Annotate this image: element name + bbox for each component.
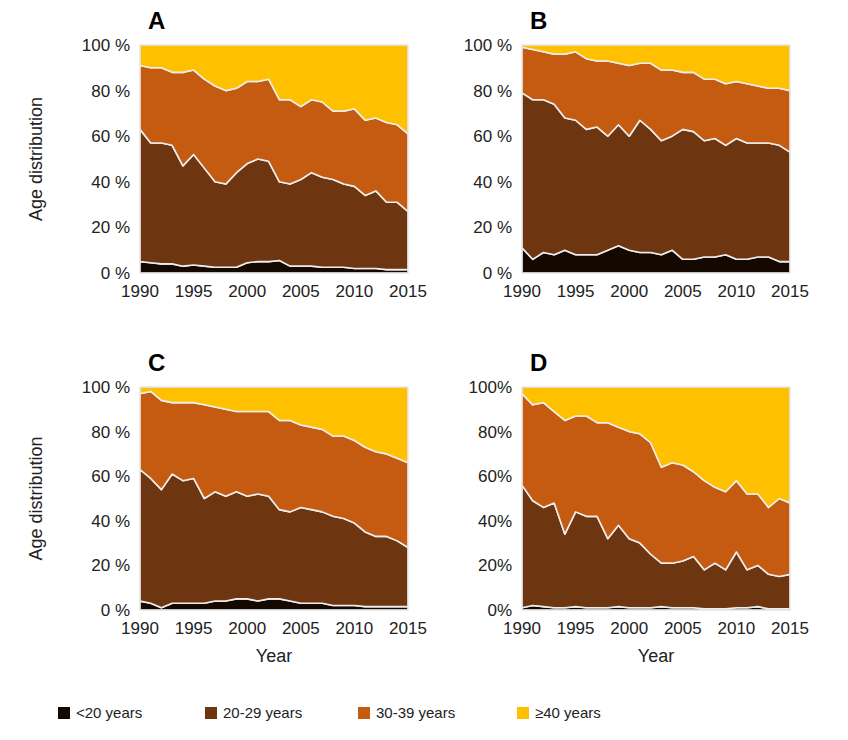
area (522, 387, 790, 507)
plot-area (522, 45, 790, 273)
plot-frame (140, 45, 408, 273)
x-tick-label: 1995 (175, 619, 213, 638)
panel-title: C (148, 349, 165, 376)
legend: <20 years 20-29 years 30-39 years ≥40 years (58, 704, 601, 721)
y-tick-label: 80 % (473, 82, 512, 101)
y-tick-label: 20% (478, 556, 512, 575)
panel: 0% 20% 40% 60% 80% 100% 1990 1995 2000 2005 2010 20… (469, 349, 809, 666)
y-tick-label: 80 % (91, 423, 130, 442)
x-tick-label: 1995 (175, 282, 213, 301)
x-tick-label: 2015 (389, 282, 427, 301)
y-tick-label: 20 % (91, 218, 130, 237)
x-tick-label: 1990 (121, 282, 159, 301)
y-tick-label: 100 % (464, 36, 512, 55)
panel: 0 % 20 % 40 % 60 % 80 % 100 % 1990 1995 2000 2005… (464, 7, 809, 301)
area (140, 45, 408, 134)
plot-area (140, 45, 408, 273)
y-tick-label: 40 % (473, 173, 512, 192)
x-tick-label: 2010 (335, 282, 373, 301)
area (522, 45, 790, 91)
y-tick-label: 100 % (82, 36, 130, 55)
y-axis-label: Age distribution (26, 436, 46, 560)
legend-swatch (58, 707, 70, 719)
x-tick-label: 1995 (557, 619, 595, 638)
plot-area (140, 387, 408, 610)
y-tick-label: 100 % (82, 378, 130, 397)
y-tick-label: 0 % (483, 264, 512, 283)
y-tick-label: 20 % (473, 218, 512, 237)
x-tick-label: 1995 (557, 282, 595, 301)
x-tick-label: 2015 (771, 282, 809, 301)
y-tick-label: 40 % (91, 173, 130, 192)
legend-label: <20 years (76, 704, 142, 721)
x-tick-label: 1990 (503, 619, 541, 638)
y-tick-label: 60 % (91, 127, 130, 146)
x-axis-label: Year (256, 646, 292, 666)
x-axis-label: Year (638, 646, 674, 666)
y-tick-label: 0 % (101, 601, 130, 620)
figure: 0 % 20 % 40 % 60 % 80 % 100 % 1990 1995 2000 2005… (0, 0, 848, 740)
y-tick-label: 20 % (91, 556, 130, 575)
legend-swatch (205, 707, 217, 719)
legend-label: 30-39 years (376, 704, 455, 721)
x-tick-label: 2010 (717, 619, 755, 638)
area (140, 387, 408, 463)
panel: 0 % 20 % 40 % 60 % 80 % 100 % 1990 1995 2000 2005… (26, 7, 427, 301)
x-tick-label: 2005 (664, 619, 702, 638)
x-tick-label: 2015 (771, 619, 809, 638)
y-tick-label: 80 % (91, 82, 130, 101)
plot-frame (522, 45, 790, 273)
x-tick-label: 2000 (610, 282, 648, 301)
y-tick-label: 60 % (473, 127, 512, 146)
y-tick-label: 0% (487, 601, 512, 620)
y-axis-label: Age distribution (26, 97, 46, 221)
x-tick-label: 2015 (389, 619, 427, 638)
panel-title: D (530, 349, 547, 376)
panel: 0 % 20 % 40 % 60 % 80 % 100 % 1990 1995 2000 2005… (26, 349, 427, 666)
panel-title: A (148, 7, 165, 34)
y-tick-label: 40% (478, 512, 512, 531)
plot-area (522, 387, 790, 610)
y-tick-label: 60 % (91, 467, 130, 486)
plot-frame (140, 387, 408, 610)
y-tick-label: 0 % (101, 264, 130, 283)
legend-swatch (517, 707, 529, 719)
y-tick-label: 60% (478, 467, 512, 486)
x-tick-label: 1990 (121, 619, 159, 638)
legend-label: ≥40 years (535, 704, 601, 721)
x-tick-label: 2005 (282, 619, 320, 638)
legend-label: 20-29 years (223, 704, 302, 721)
panel-title: B (530, 7, 547, 34)
y-tick-label: 80% (478, 423, 512, 442)
x-tick-label: 2010 (335, 619, 373, 638)
y-tick-label: 40 % (91, 512, 130, 531)
plot-frame (522, 387, 790, 610)
x-tick-label: 2000 (228, 619, 266, 638)
x-tick-label: 2005 (664, 282, 702, 301)
y-tick-label: 100% (469, 378, 512, 397)
x-tick-label: 2010 (717, 282, 755, 301)
x-tick-label: 1990 (503, 282, 541, 301)
x-tick-label: 2005 (282, 282, 320, 301)
x-tick-label: 2000 (228, 282, 266, 301)
legend-swatch (358, 707, 370, 719)
x-tick-label: 2000 (610, 619, 648, 638)
